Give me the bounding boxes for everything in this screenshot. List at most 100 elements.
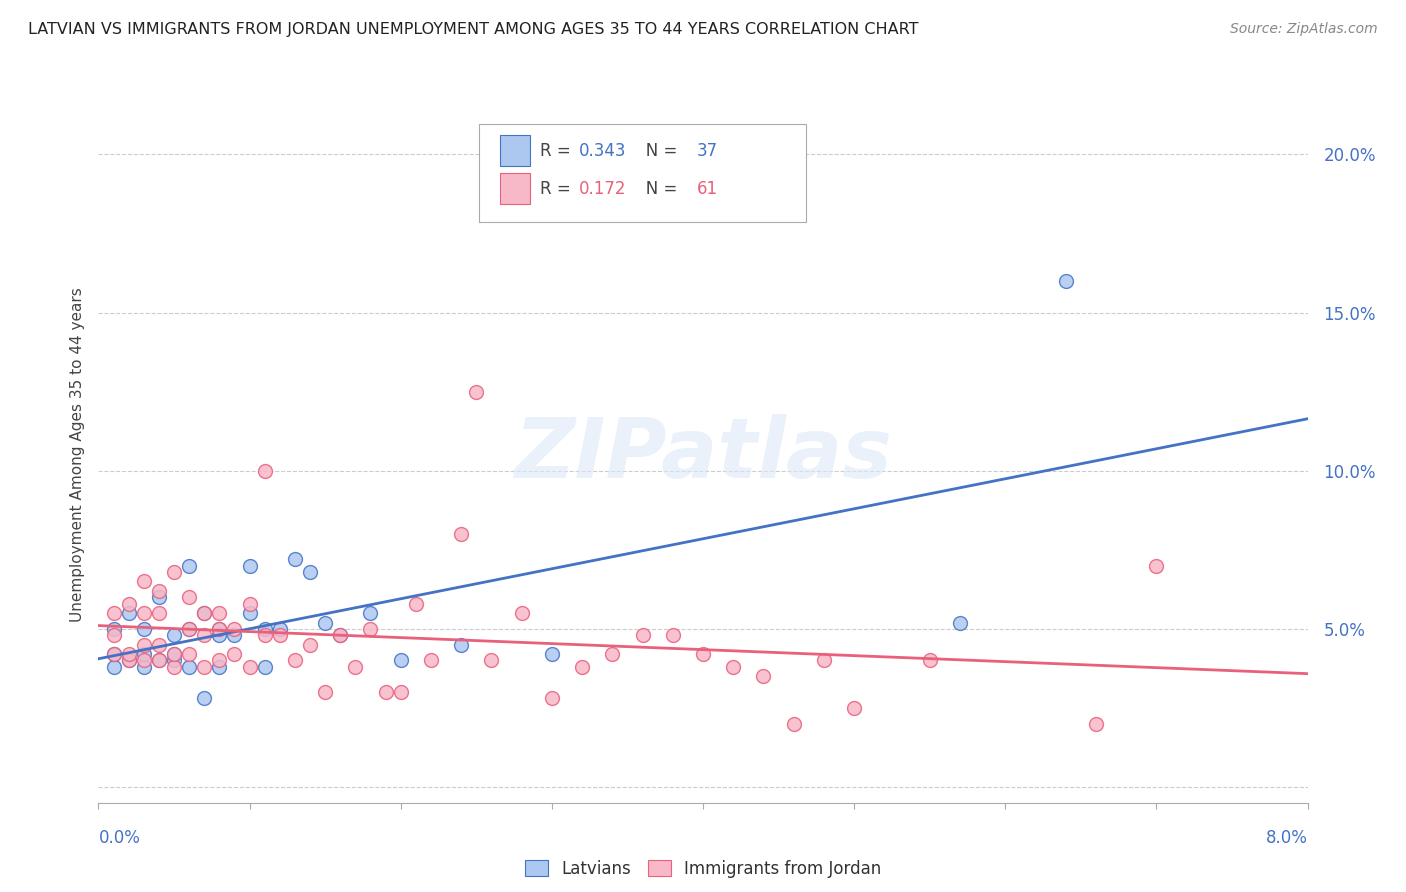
Point — [389, 653, 412, 667]
Legend: Latvians, Immigrants from Jordan: Latvians, Immigrants from Jordan — [524, 860, 882, 878]
Point — [269, 622, 291, 636]
Point — [844, 701, 866, 715]
FancyBboxPatch shape — [501, 135, 530, 166]
Point — [239, 660, 262, 674]
Point — [465, 384, 488, 399]
Point — [450, 527, 472, 541]
Point — [359, 606, 381, 620]
Point — [148, 638, 170, 652]
Point — [148, 653, 170, 667]
Point — [284, 552, 307, 566]
Point — [148, 653, 170, 667]
Point — [179, 660, 201, 674]
Point — [193, 606, 215, 620]
Point — [314, 615, 336, 630]
Point — [132, 653, 155, 667]
Point — [193, 606, 215, 620]
Point — [193, 628, 215, 642]
Point — [163, 660, 186, 674]
Point — [224, 622, 246, 636]
Point — [571, 660, 593, 674]
Point — [631, 628, 654, 642]
Point — [208, 622, 231, 636]
Point — [193, 691, 215, 706]
Point — [132, 638, 155, 652]
Point — [132, 606, 155, 620]
Point — [299, 638, 322, 652]
Point — [148, 591, 170, 605]
Text: 0.172: 0.172 — [578, 180, 626, 198]
Point — [1054, 274, 1077, 288]
Point — [314, 685, 336, 699]
Point — [918, 653, 941, 667]
Text: ZIPatlas: ZIPatlas — [515, 415, 891, 495]
Point — [450, 638, 472, 652]
Point — [103, 647, 125, 661]
FancyBboxPatch shape — [479, 124, 806, 222]
Point — [179, 558, 201, 573]
Point — [118, 653, 141, 667]
Text: Source: ZipAtlas.com: Source: ZipAtlas.com — [1230, 22, 1378, 37]
Point — [723, 660, 745, 674]
Point — [163, 628, 186, 642]
Point — [148, 583, 170, 598]
Point — [208, 660, 231, 674]
Point — [208, 606, 231, 620]
Point — [103, 660, 125, 674]
Point — [253, 622, 276, 636]
Point — [329, 628, 352, 642]
Point — [602, 647, 624, 661]
Point — [208, 622, 231, 636]
Text: R =: R = — [540, 142, 576, 160]
Point — [479, 653, 503, 667]
Point — [253, 660, 276, 674]
FancyBboxPatch shape — [501, 173, 530, 204]
Point — [949, 615, 972, 630]
Point — [103, 628, 125, 642]
Text: N =: N = — [630, 142, 683, 160]
Point — [224, 647, 246, 661]
Text: LATVIAN VS IMMIGRANTS FROM JORDAN UNEMPLOYMENT AMONG AGES 35 TO 44 YEARS CORRELA: LATVIAN VS IMMIGRANTS FROM JORDAN UNEMPL… — [28, 22, 918, 37]
Point — [299, 565, 322, 579]
Point — [103, 647, 125, 661]
Point — [253, 628, 276, 642]
Text: 0.0%: 0.0% — [98, 830, 141, 847]
Point — [239, 558, 262, 573]
Point — [179, 647, 201, 661]
Point — [132, 660, 155, 674]
Point — [193, 660, 215, 674]
Point — [374, 685, 396, 699]
Point — [253, 464, 276, 478]
Point — [179, 622, 201, 636]
Point — [510, 606, 533, 620]
Point — [344, 660, 367, 674]
Point — [163, 647, 186, 661]
Point — [1144, 558, 1167, 573]
Text: 0.343: 0.343 — [578, 142, 626, 160]
Point — [782, 716, 804, 731]
Point — [163, 647, 186, 661]
Point — [419, 653, 441, 667]
Point — [692, 647, 714, 661]
Point — [661, 628, 683, 642]
Point — [239, 606, 262, 620]
Point — [239, 597, 262, 611]
Point — [208, 653, 231, 667]
Y-axis label: Unemployment Among Ages 35 to 44 years: Unemployment Among Ages 35 to 44 years — [69, 287, 84, 623]
Point — [132, 574, 155, 589]
Point — [1085, 716, 1108, 731]
Point — [118, 647, 141, 661]
Point — [269, 628, 291, 642]
Point — [163, 565, 186, 579]
Point — [813, 653, 835, 667]
Point — [132, 622, 155, 636]
Point — [148, 606, 170, 620]
Text: R =: R = — [540, 180, 576, 198]
Text: 8.0%: 8.0% — [1265, 830, 1308, 847]
Point — [132, 647, 155, 661]
Point — [359, 622, 381, 636]
Point — [118, 597, 141, 611]
Point — [208, 628, 231, 642]
Point — [329, 628, 352, 642]
Point — [752, 669, 775, 683]
